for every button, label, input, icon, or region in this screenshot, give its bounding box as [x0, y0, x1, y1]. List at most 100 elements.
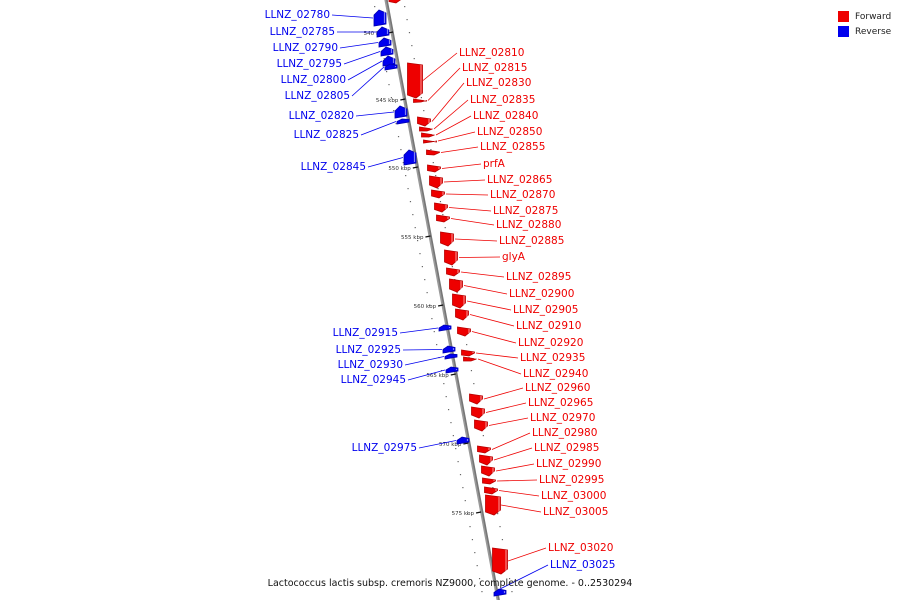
forward-gene: [485, 494, 501, 516]
forward-gene: [423, 139, 437, 144]
gene-label: LLNZ_02815: [462, 62, 527, 74]
forward-gene: [481, 465, 495, 477]
reverse-gene: [493, 588, 507, 597]
tick-label: 545 kbp: [376, 98, 399, 104]
forward-gene: [471, 406, 485, 419]
guide-dot: [405, 175, 407, 177]
guide-dot: [419, 253, 421, 255]
reverse-gene: [442, 345, 456, 354]
tick-mark: [475, 511, 482, 514]
gene-label: LLNZ_02790: [273, 42, 338, 54]
forward-gene: [413, 98, 427, 103]
forward-gene: [484, 486, 498, 495]
guide-dot: [443, 383, 445, 385]
forward-gene: [455, 308, 469, 321]
gene-label: LLNZ_02825: [294, 129, 359, 141]
forward-gene: [407, 62, 423, 99]
guide-dot: [474, 552, 476, 554]
leader-line: [422, 52, 458, 81]
forward-gene: [436, 214, 450, 223]
gene-label: LLNZ_02965: [528, 397, 593, 409]
leader-line: [427, 67, 461, 101]
leader-line: [435, 115, 472, 136]
leader-line: [463, 285, 508, 295]
guide-dot: [404, 6, 406, 8]
guide-dot: [413, 58, 415, 60]
tick-mark: [425, 235, 431, 238]
gene-label: LLNZ_02985: [534, 442, 599, 454]
leader-line: [445, 193, 489, 196]
leader-line: [433, 99, 469, 130]
forward-gene: [452, 293, 466, 309]
guide-dot: [407, 188, 409, 190]
guide-dot: [469, 526, 471, 528]
gene-label: LLNZ_02915: [333, 327, 398, 339]
gene-label: LLNZ_02895: [506, 271, 571, 283]
guide-dot: [497, 513, 499, 515]
tick-label: 550 kbp: [388, 166, 411, 172]
tick-mark: [412, 166, 418, 169]
gene-label: LLNZ_02945: [341, 374, 406, 386]
forward-gene: [461, 349, 475, 357]
gene-label: LLNZ_03005: [543, 506, 608, 518]
guide-dot: [406, 19, 408, 21]
reverse-gene: [438, 324, 452, 332]
forward-gene: [492, 547, 508, 575]
guide-dot: [457, 461, 459, 463]
guide-dot: [478, 578, 481, 580]
guide-dot: [417, 240, 419, 242]
forward-gene: [421, 132, 435, 138]
legend-forward: Forward: [838, 9, 891, 24]
guide-dot: [386, 71, 388, 73]
leader-line: [498, 490, 540, 497]
guide-dot: [470, 370, 473, 372]
tick-label: 565 kbp: [426, 373, 449, 379]
leader-line: [404, 356, 445, 366]
legend-reverse: Reverse: [838, 24, 891, 39]
leader-line: [488, 417, 529, 426]
guide-dot: [421, 266, 423, 268]
reverse-gene: [456, 436, 470, 445]
guide-dot: [432, 162, 434, 164]
tick-label: 575 kbp: [452, 511, 475, 517]
leader-line: [431, 82, 465, 122]
gene-label: LLNZ_02995: [539, 474, 604, 486]
reverse-gene: [384, 63, 398, 71]
guide-dot: [424, 279, 426, 281]
gene-label: LLNZ_02970: [530, 412, 595, 424]
forward-gene: [419, 126, 433, 132]
forward-gene: [429, 175, 443, 189]
forward-gene: [463, 356, 477, 362]
guide-dot: [409, 201, 412, 203]
gene-label: LLNZ_02855: [480, 141, 545, 153]
forward-gene-partial: [388, 0, 401, 4]
leader-line: [343, 51, 381, 65]
tick-label: 560 kbp: [414, 304, 437, 310]
reverse-gene: [394, 105, 408, 119]
leader-line: [483, 387, 524, 400]
tick-mark: [400, 98, 406, 101]
gene-label: LLNZ_02900: [509, 288, 574, 300]
gene-label: LLNZ_02885: [499, 235, 564, 247]
guide-dot: [411, 45, 413, 47]
guide-dot: [459, 474, 462, 476]
guide-dot: [467, 513, 469, 515]
legend-reverse-label: Reverse: [855, 26, 892, 37]
leader-line: [360, 121, 397, 136]
forward-gene: [417, 116, 431, 127]
gene-label: LLNZ_02820: [289, 110, 354, 122]
reverse-gene: [444, 353, 458, 360]
guide-dot: [492, 487, 494, 489]
tick-mark: [450, 373, 456, 376]
leader-line: [367, 157, 404, 168]
leader-line: [496, 479, 538, 482]
leader-line: [450, 218, 495, 226]
gene-label: glyA: [502, 251, 526, 263]
guide-dot: [402, 162, 404, 164]
leader-line: [418, 440, 457, 449]
guide-dot: [450, 422, 452, 424]
guide-dot: [390, 97, 392, 99]
leader-line: [485, 402, 527, 413]
guide-dot: [388, 84, 390, 86]
